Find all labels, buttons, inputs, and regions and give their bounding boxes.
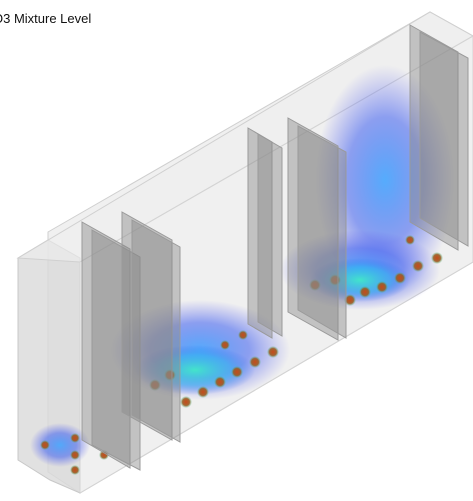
- viewer: O3 Mixture Level: [0, 0, 473, 501]
- title: O3 Mixture Level: [0, 11, 91, 26]
- scene: [0, 0, 473, 501]
